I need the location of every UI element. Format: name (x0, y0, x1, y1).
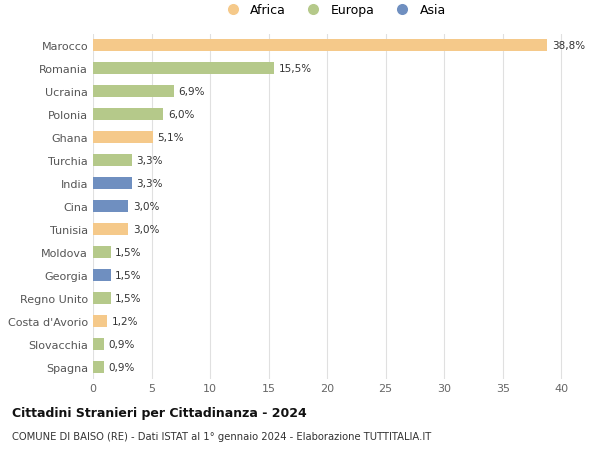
Text: Cittadini Stranieri per Cittadinanza - 2024: Cittadini Stranieri per Cittadinanza - 2… (12, 406, 307, 419)
Bar (93, 62, 274, 75)
Text: 15,5%: 15,5% (279, 64, 312, 74)
Bar (93, 177, 131, 190)
Bar (93, 223, 128, 236)
Text: 0,9%: 0,9% (108, 362, 134, 372)
Legend: Africa, Europa, Asia: Africa, Europa, Asia (215, 0, 451, 22)
Text: 6,9%: 6,9% (178, 87, 205, 97)
Text: 3,0%: 3,0% (133, 202, 159, 212)
Bar (93, 108, 163, 121)
Bar (93, 338, 104, 351)
Bar (93, 131, 153, 144)
Text: 0,9%: 0,9% (108, 339, 134, 349)
Text: 5,1%: 5,1% (157, 133, 184, 143)
Bar (93, 292, 110, 305)
Bar (93, 39, 547, 52)
Text: 3,0%: 3,0% (133, 224, 159, 235)
Text: 6,0%: 6,0% (168, 110, 194, 120)
Text: 1,5%: 1,5% (115, 293, 142, 303)
Text: 3,3%: 3,3% (136, 156, 163, 166)
Text: 1,2%: 1,2% (112, 316, 138, 326)
Text: 38,8%: 38,8% (552, 41, 585, 51)
Bar (93, 85, 174, 98)
Text: 1,5%: 1,5% (115, 270, 142, 280)
Text: COMUNE DI BAISO (RE) - Dati ISTAT al 1° gennaio 2024 - Elaborazione TUTTITALIA.I: COMUNE DI BAISO (RE) - Dati ISTAT al 1° … (12, 431, 431, 442)
Bar (93, 269, 110, 282)
Text: 1,5%: 1,5% (115, 247, 142, 257)
Text: 3,3%: 3,3% (136, 179, 163, 189)
Bar (93, 246, 110, 259)
Bar (93, 361, 104, 374)
Bar (93, 200, 128, 213)
Bar (93, 154, 131, 167)
Bar (93, 315, 107, 328)
